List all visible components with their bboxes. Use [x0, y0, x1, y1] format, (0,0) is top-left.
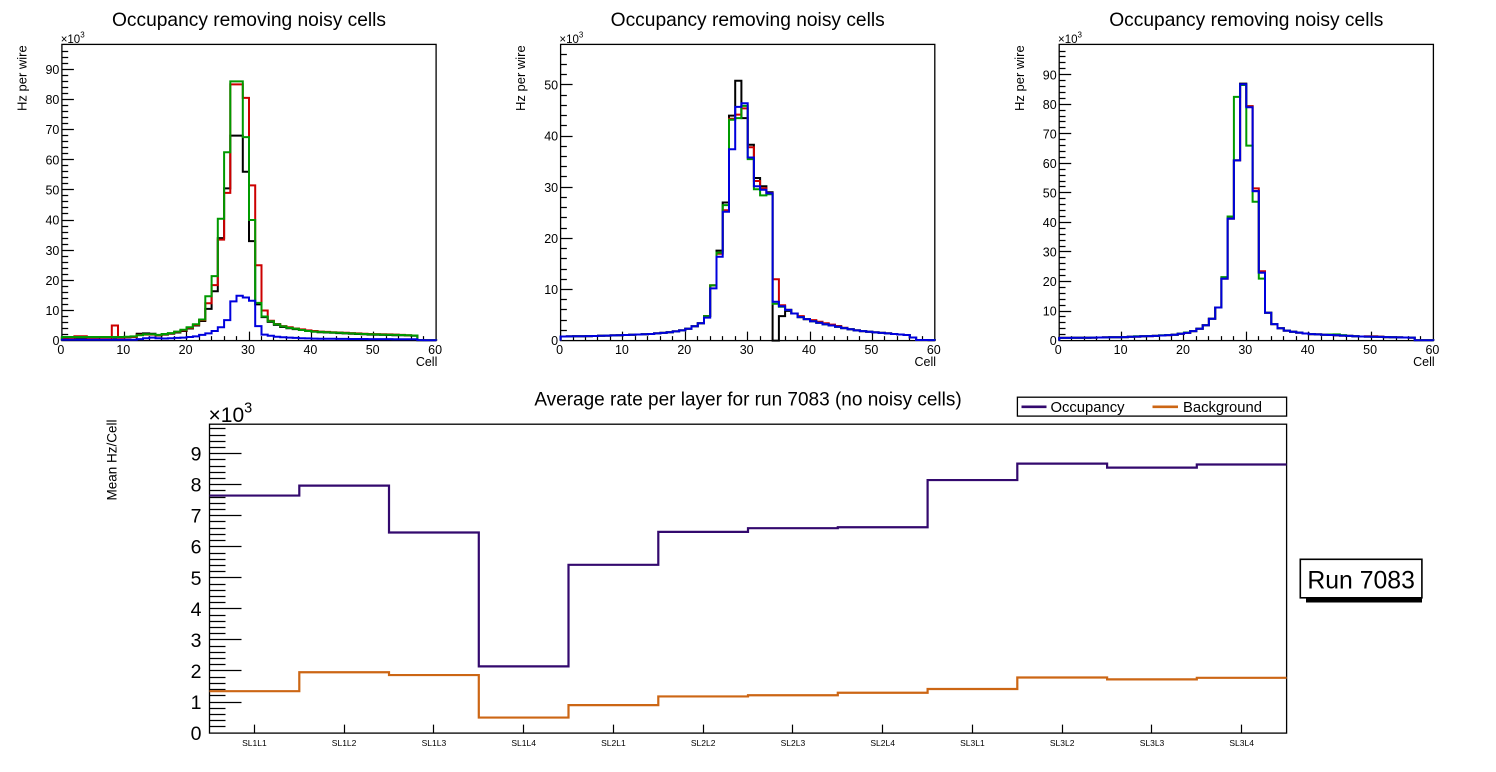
svg-text:×103: ×103: [61, 30, 86, 46]
svg-text:5: 5: [191, 568, 202, 590]
svg-text:30: 30: [1238, 343, 1252, 357]
svg-text:60: 60: [45, 153, 59, 167]
svg-text:60: 60: [428, 343, 442, 357]
svg-text:90: 90: [1043, 68, 1057, 82]
svg-text:70: 70: [1043, 127, 1057, 141]
svg-text:30: 30: [544, 181, 558, 195]
svg-text:SL1L1: SL1L1: [242, 738, 267, 748]
svg-text:8: 8: [191, 475, 202, 497]
svg-text:6: 6: [191, 537, 202, 559]
svg-text:50: 50: [366, 343, 380, 357]
svg-text:SL2L3: SL2L3: [781, 738, 806, 748]
svg-text:1: 1: [191, 692, 202, 714]
svg-text:30: 30: [45, 244, 59, 258]
svg-text:Hz per wire: Hz per wire: [1012, 45, 1027, 111]
svg-text:Cell: Cell: [416, 355, 438, 369]
svg-text:Cell: Cell: [1413, 355, 1435, 369]
svg-text:50: 50: [1043, 187, 1057, 201]
svg-text:20: 20: [45, 274, 59, 288]
svg-text:Run 7083: Run 7083: [1307, 568, 1415, 595]
svg-text:20: 20: [1043, 275, 1057, 289]
svg-text:Average rate per layer for run: Average rate per layer for run 7083 (no …: [534, 390, 961, 411]
svg-text:60: 60: [1043, 157, 1057, 171]
svg-text:Occupancy removing noisy cells: Occupancy removing noisy cells: [112, 10, 386, 31]
svg-text:×103: ×103: [1058, 30, 1083, 46]
svg-text:SL1L2: SL1L2: [332, 738, 357, 748]
svg-text:10: 10: [1043, 305, 1057, 319]
svg-text:40: 40: [802, 343, 816, 357]
svg-text:10: 10: [1114, 343, 1128, 357]
svg-text:10: 10: [615, 343, 629, 357]
svg-text:40: 40: [45, 214, 59, 228]
svg-text:30: 30: [740, 343, 754, 357]
svg-text:Hz per wire: Hz per wire: [15, 45, 30, 111]
svg-text:0: 0: [57, 343, 64, 357]
svg-text:30: 30: [241, 343, 255, 357]
svg-text:10: 10: [45, 304, 59, 318]
svg-text:70: 70: [45, 123, 59, 137]
svg-text:0: 0: [52, 334, 59, 348]
svg-text:90: 90: [45, 63, 59, 77]
svg-text:Background: Background: [1183, 400, 1262, 416]
svg-text:50: 50: [45, 184, 59, 198]
svg-text:80: 80: [45, 93, 59, 107]
svg-text:SL2L1: SL2L1: [601, 738, 626, 748]
svg-text:40: 40: [303, 343, 317, 357]
svg-text:7: 7: [191, 506, 202, 528]
svg-text:20: 20: [1176, 343, 1190, 357]
svg-text:3: 3: [191, 630, 202, 652]
svg-text:SL2L2: SL2L2: [691, 738, 716, 748]
svg-text:40: 40: [544, 130, 558, 144]
svg-text:SL3L1: SL3L1: [960, 738, 985, 748]
svg-text:20: 20: [677, 343, 691, 357]
svg-text:Cell: Cell: [915, 355, 937, 369]
svg-text:50: 50: [864, 343, 878, 357]
svg-text:0: 0: [1050, 334, 1057, 348]
svg-text:60: 60: [927, 343, 941, 357]
svg-text:2: 2: [191, 661, 202, 683]
svg-text:×103: ×103: [559, 30, 584, 46]
svg-text:40: 40: [1301, 343, 1315, 357]
svg-text:Occupancy: Occupancy: [1051, 400, 1126, 416]
svg-text:SL3L3: SL3L3: [1140, 738, 1165, 748]
svg-text:Occupancy removing noisy cells: Occupancy removing noisy cells: [611, 10, 885, 31]
svg-text:50: 50: [544, 79, 558, 93]
svg-text:9: 9: [191, 444, 202, 466]
svg-text:10: 10: [544, 283, 558, 297]
svg-text:40: 40: [1043, 216, 1057, 230]
svg-text:SL3L4: SL3L4: [1229, 738, 1254, 748]
svg-text:60: 60: [1425, 343, 1439, 357]
svg-text:0: 0: [191, 723, 202, 745]
svg-text:4: 4: [191, 599, 202, 621]
svg-text:0: 0: [1055, 343, 1062, 357]
svg-text:10: 10: [116, 343, 130, 357]
svg-text:50: 50: [1363, 343, 1377, 357]
svg-text:0: 0: [556, 343, 563, 357]
svg-text:20: 20: [544, 232, 558, 246]
svg-text:SL3L2: SL3L2: [1050, 738, 1075, 748]
svg-text:0: 0: [551, 334, 558, 348]
svg-text:SL1L3: SL1L3: [422, 738, 447, 748]
svg-text:SL2L4: SL2L4: [870, 738, 895, 748]
svg-text:SL1L4: SL1L4: [511, 738, 536, 748]
svg-text:Mean Hz/Cell: Mean Hz/Cell: [105, 419, 120, 500]
svg-text:Occupancy removing noisy cells: Occupancy removing noisy cells: [1109, 10, 1383, 31]
svg-text:80: 80: [1043, 98, 1057, 112]
svg-text:20: 20: [179, 343, 193, 357]
svg-text:Hz per wire: Hz per wire: [513, 45, 528, 111]
svg-text:30: 30: [1043, 246, 1057, 260]
